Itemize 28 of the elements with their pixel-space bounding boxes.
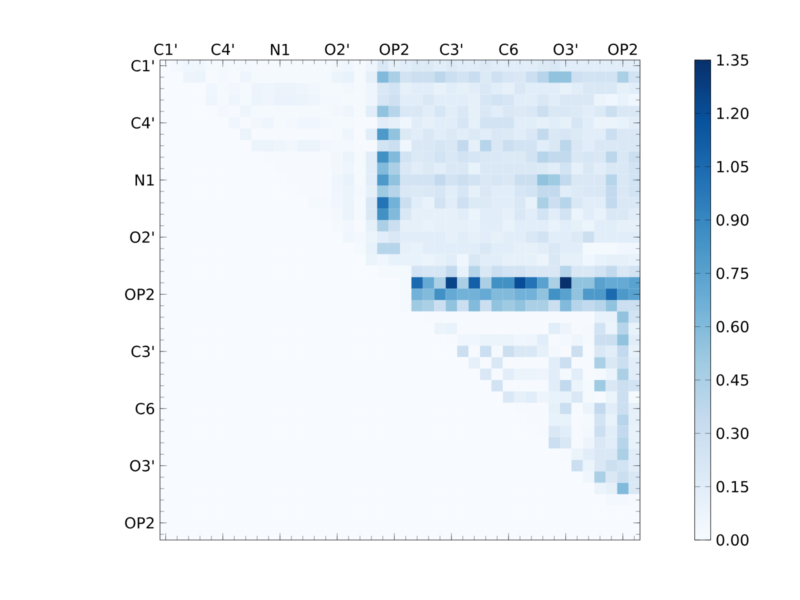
x-tick-label: C1': [154, 44, 177, 56]
y-tick-label: O3': [130, 460, 154, 472]
y-tick-label: O2': [130, 231, 154, 243]
color-bar-label: 0.45: [716, 374, 748, 386]
x-tick-label: N1: [270, 44, 290, 56]
color-bar-label: 0.75: [716, 268, 748, 280]
color-bar-label: 1.20: [717, 108, 748, 120]
x-tick-label: C6: [499, 44, 518, 56]
y-tick-label: OP2: [125, 288, 154, 300]
y-tick-label: C3': [131, 346, 154, 358]
color-bar-label: 1.05: [717, 160, 748, 172]
x-tick-label: C4': [211, 44, 234, 56]
y-tick-label: OP2: [125, 517, 154, 529]
color-bar-label: 0.30: [716, 428, 748, 440]
color-bar-label: 0.90: [716, 214, 748, 226]
x-tick-label: C3': [440, 44, 462, 56]
y-tick-label: C1': [131, 60, 154, 72]
color-bar-label: 0.60: [716, 320, 748, 332]
y-tick-label: C6: [136, 402, 154, 414]
y-tick-label: N1: [136, 174, 154, 186]
color-bar-label: 0.00: [716, 534, 748, 546]
x-tick-label: OP2: [608, 44, 637, 56]
x-tick-label: O3': [554, 44, 578, 56]
color-bar-label: 1.35: [717, 54, 748, 66]
x-tick-label: O2': [325, 44, 349, 56]
y-tick-label: C4': [131, 117, 154, 129]
x-tick-label: OP2: [380, 44, 408, 56]
color-bar-label: 0.15: [716, 480, 748, 492]
